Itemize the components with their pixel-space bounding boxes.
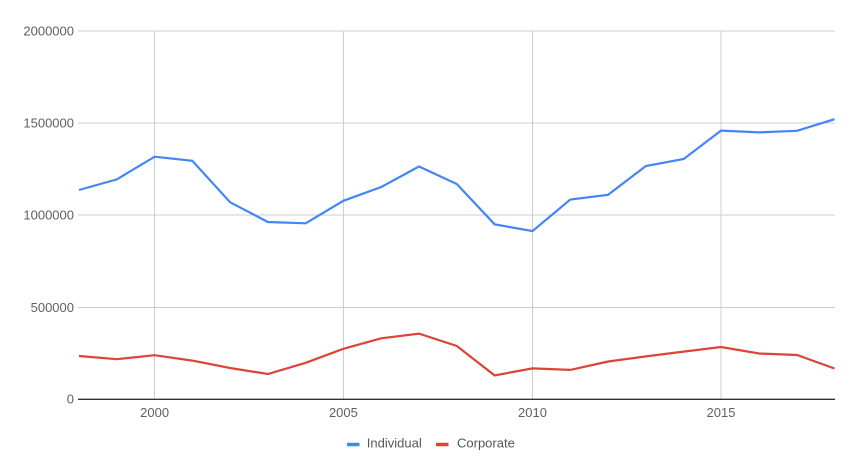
svg-text:2015: 2015 <box>707 405 736 420</box>
svg-text:Individual: Individual <box>367 436 422 451</box>
svg-text:2010: 2010 <box>518 405 547 420</box>
svg-text:500000: 500000 <box>31 300 74 315</box>
svg-text:2000: 2000 <box>140 405 169 420</box>
svg-text:Corporate: Corporate <box>457 436 515 451</box>
svg-text:1500000: 1500000 <box>23 116 74 131</box>
svg-text:1000000: 1000000 <box>23 208 74 223</box>
svg-text:2000000: 2000000 <box>23 24 74 39</box>
svg-text:0: 0 <box>67 392 74 407</box>
svg-text:2005: 2005 <box>329 405 358 420</box>
